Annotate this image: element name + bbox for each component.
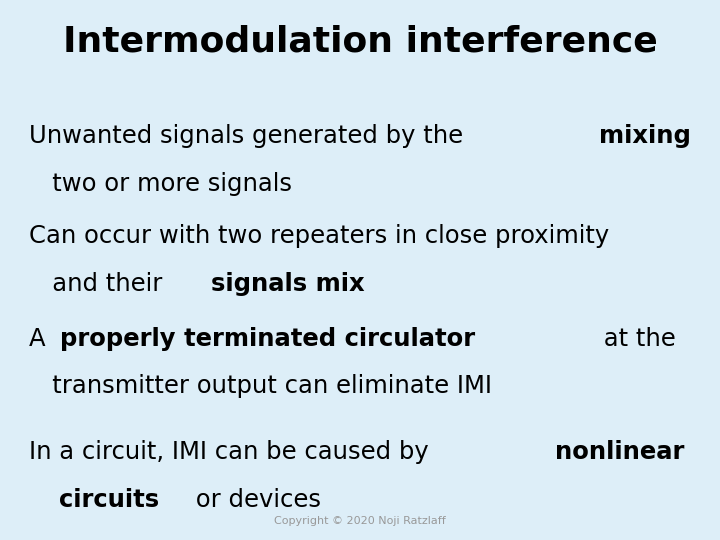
Text: properly terminated circulator: properly terminated circulator bbox=[60, 327, 475, 350]
Text: and their: and their bbox=[29, 272, 170, 295]
Text: Intermodulation interference: Intermodulation interference bbox=[63, 24, 657, 58]
Text: signals mix: signals mix bbox=[211, 272, 364, 295]
Text: transmitter output can eliminate IMI: transmitter output can eliminate IMI bbox=[29, 374, 492, 398]
Text: A: A bbox=[29, 327, 53, 350]
Text: Can occur with two repeaters in close proximity: Can occur with two repeaters in close pr… bbox=[29, 224, 609, 248]
Text: Copyright © 2020 Noji Ratzlaff: Copyright © 2020 Noji Ratzlaff bbox=[274, 516, 446, 526]
Text: or devices: or devices bbox=[188, 488, 321, 511]
Text: Unwanted signals generated by the: Unwanted signals generated by the bbox=[29, 124, 471, 148]
Text: at the: at the bbox=[596, 327, 675, 350]
Text: two or more signals: two or more signals bbox=[29, 172, 292, 195]
Text: In a circuit, IMI can be caused by: In a circuit, IMI can be caused by bbox=[29, 440, 436, 464]
Text: of: of bbox=[718, 124, 720, 148]
Text: nonlinear: nonlinear bbox=[554, 440, 684, 464]
Text: mixing: mixing bbox=[599, 124, 690, 148]
Text: circuits: circuits bbox=[59, 488, 159, 511]
